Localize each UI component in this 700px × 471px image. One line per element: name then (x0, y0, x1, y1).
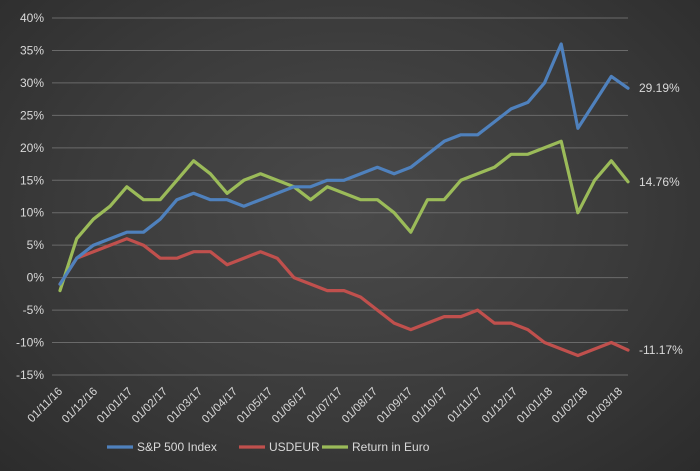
end-labels: 29.19% -11.17% 14.76% (639, 81, 683, 357)
y-tick-label: 40% (20, 11, 44, 25)
x-tick-label: 01/07/17 (305, 386, 345, 426)
y-tick-label: -10% (16, 336, 44, 350)
series-lines (58, 42, 630, 358)
series-line-usdeur (58, 237, 630, 358)
y-tick-label: 25% (20, 108, 44, 122)
x-axis-ticks: 01/11/1601/12/1601/01/1701/02/1701/03/17… (26, 386, 626, 426)
series-line-return-in-euro (58, 139, 630, 293)
legend: S&P 500 Index USDEUR Return in Euro (107, 440, 430, 454)
x-tick-label: 01/06/17 (270, 386, 310, 426)
x-tick-label: 01/03/18 (585, 386, 625, 426)
y-tick-label: 35% (20, 43, 44, 57)
x-tick-label: 01/03/17 (165, 386, 205, 426)
y-tick-label: 30% (20, 76, 44, 90)
x-tick-label: 01/01/17 (95, 386, 135, 426)
y-tick-label: 0% (27, 271, 45, 285)
x-tick-label: 01/04/17 (200, 386, 240, 426)
end-value-label: -11.17% (639, 343, 683, 357)
x-tick-label: 01/02/18 (550, 386, 590, 426)
x-tick-label: 01/10/17 (410, 386, 450, 426)
end-value-label: 29.19% (639, 81, 680, 95)
y-tick-label: -15% (16, 368, 44, 382)
y-tick-label: -5% (23, 303, 45, 317)
y-axis-ticks: 40% 35% 30% 25% 20% 15% 10% 5% 0% -5% -10% -15% (16, 11, 44, 382)
x-tick-label: 01/05/17 (235, 386, 275, 426)
legend-label: USDEUR (269, 440, 320, 454)
x-tick-label: 01/12/17 (480, 386, 520, 426)
y-tick-label: 15% (20, 173, 44, 187)
x-tick-label: 01/11/17 (446, 386, 486, 426)
legend-label: Return in Euro (352, 440, 430, 454)
end-value-label: 14.76% (639, 175, 680, 189)
y-tick-label: 20% (20, 141, 44, 155)
y-tick-label: 5% (27, 238, 45, 252)
series-line-s-p-500-index (58, 42, 630, 286)
x-tick-label: 01/08/17 (340, 386, 380, 426)
legend-label: S&P 500 Index (137, 440, 217, 454)
x-tick-label: 01/09/17 (375, 386, 415, 426)
x-tick-label: 01/01/18 (515, 386, 555, 426)
x-tick-label: 01/11/16 (26, 386, 66, 426)
x-tick-label: 01/02/17 (130, 386, 170, 426)
y-tick-label: 10% (20, 206, 44, 220)
x-tick-label: 01/12/16 (60, 386, 100, 426)
